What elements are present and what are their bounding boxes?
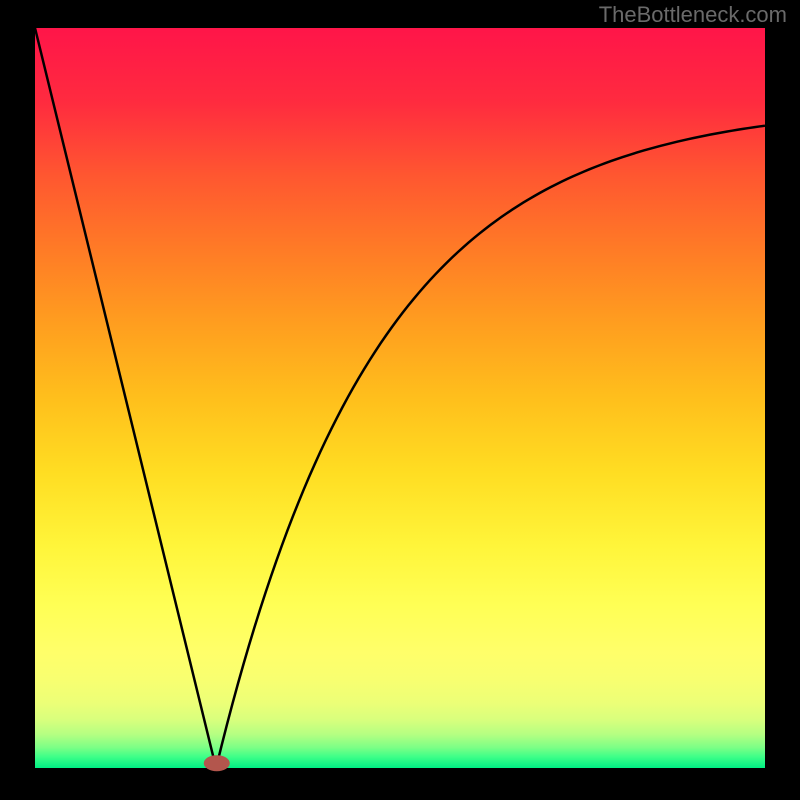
bottleneck-chart: TheBottleneck.com [0, 0, 800, 800]
chart-container: { "attribution": { "text": "TheBottlenec… [0, 0, 800, 800]
optimal-point-marker [204, 755, 230, 771]
gradient-plot-area [35, 28, 765, 768]
attribution-text: TheBottleneck.com [599, 2, 787, 27]
